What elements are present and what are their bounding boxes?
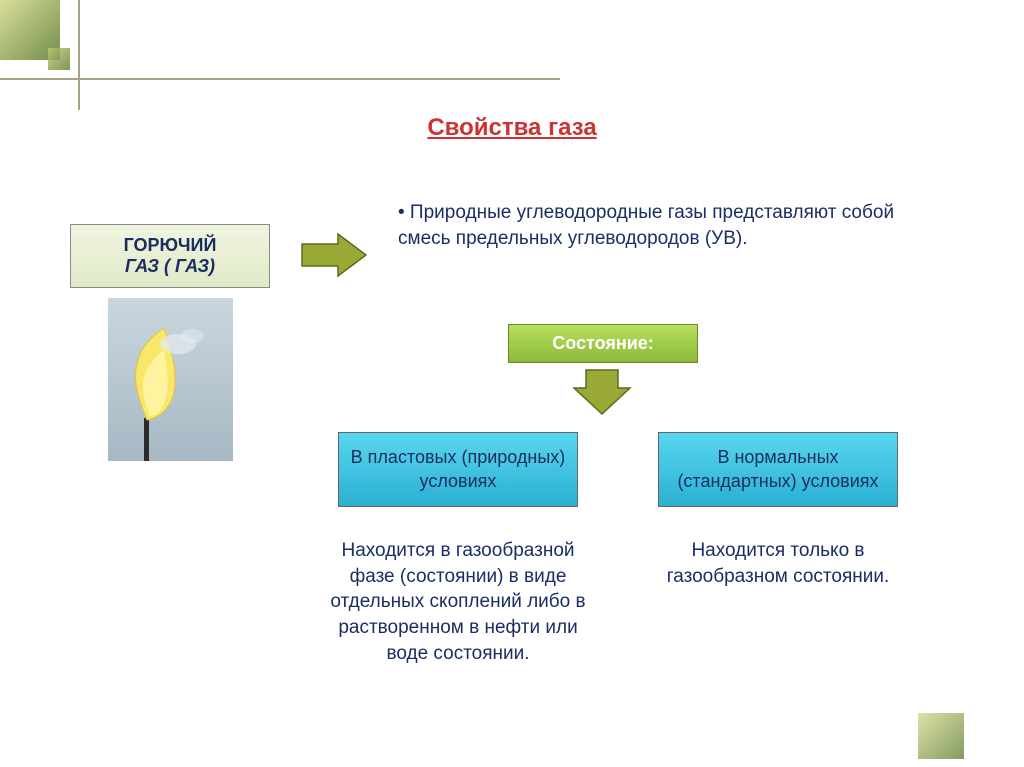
corner-vertical-line	[78, 0, 80, 110]
gas-label-box: ГОРЮЧИЙ ГАЗ ( ГАЗ)	[70, 224, 270, 288]
condition-box-reservoir: В пластовых (природных) условиях	[338, 432, 578, 507]
gas-box-line1: ГОРЮЧИЙ	[77, 235, 263, 256]
bottom-right-square	[918, 713, 964, 759]
corner-square-small	[48, 48, 70, 70]
arrow-right-icon	[300, 230, 370, 285]
arrow-down-icon	[572, 368, 632, 421]
condition-box-normal: В нормальных (стандартных) условиях	[658, 432, 898, 507]
condition-desc-reservoir: Находится в газообразной фазе (состоянии…	[328, 538, 588, 666]
flame-image	[108, 298, 233, 461]
corner-horizontal-line	[0, 78, 560, 80]
condition-desc-normal: Находится только в газообразном состояни…	[648, 538, 908, 589]
page-title: Свойства газа	[0, 114, 1024, 142]
corner-decoration	[0, 0, 220, 120]
intro-text: • Природные углеводородные газы представ…	[398, 202, 894, 249]
state-label-box: Состояние:	[508, 324, 698, 363]
intro-paragraph: • Природные углеводородные газы представ…	[398, 200, 918, 251]
gas-box-line2: ГАЗ ( ГАЗ)	[77, 256, 263, 277]
